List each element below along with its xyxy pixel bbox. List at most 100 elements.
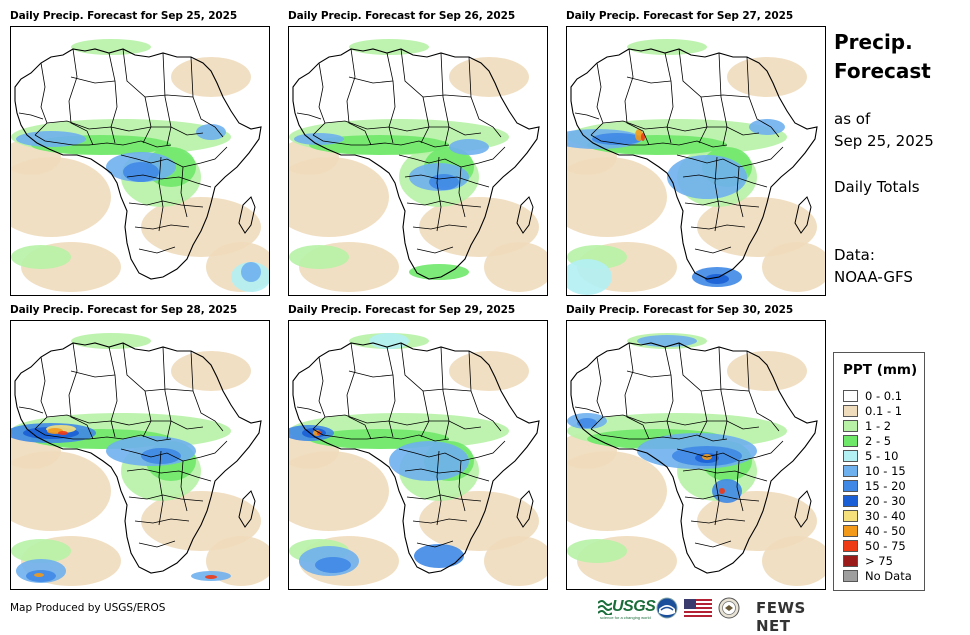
- precip-1-2-zone: [627, 39, 707, 55]
- data-source-label: Data:: [834, 246, 875, 264]
- precip-0.1-1-zone: [762, 536, 825, 586]
- precip-0.1-1-zone: [449, 351, 529, 391]
- precip-1-2-zone: [349, 39, 429, 55]
- country-border: [736, 460, 744, 512]
- precip-15-20-zone: [712, 479, 742, 503]
- precip-0.1-1-zone: [727, 57, 807, 97]
- usgs-wordmark: USGS: [612, 598, 656, 615]
- madagascar-outline: [238, 490, 256, 528]
- precip-0.1-1-zone: [697, 491, 817, 551]
- precip-10-15-zone: [16, 131, 86, 147]
- country-border: [108, 346, 118, 438]
- precip-map: [566, 320, 826, 590]
- precip-0.1-1-zone: [11, 157, 111, 237]
- country-border: [34, 134, 172, 148]
- legend-label: No Data: [865, 569, 912, 583]
- country-border: [312, 428, 450, 442]
- legend-swatch: [843, 495, 858, 507]
- country-border: [412, 518, 468, 524]
- country-border: [626, 370, 672, 378]
- africa-coastline: [570, 342, 818, 574]
- daily-totals-text: Daily Totals: [834, 178, 920, 196]
- legend-label: 10 - 15: [865, 464, 906, 478]
- panel-title: Daily Precip. Forecast for Sep 26, 2025: [288, 10, 516, 22]
- precip-1-2-zone: [11, 245, 71, 269]
- legend-swatch: [843, 465, 858, 477]
- legend-swatch: [843, 525, 858, 537]
- madagascar-outline: [794, 490, 812, 528]
- country-border: [134, 518, 190, 524]
- precip-0.1-1-zone: [762, 242, 825, 292]
- legend-label: 30 - 40: [865, 509, 906, 523]
- africa-coastline: [14, 342, 262, 574]
- country-border: [68, 48, 94, 146]
- country-border: [386, 52, 396, 144]
- country-border: [746, 56, 780, 138]
- country-border: [312, 62, 326, 136]
- country-border: [162, 52, 172, 146]
- precip-15-20-zone: [414, 544, 464, 568]
- country-border: [120, 440, 228, 462]
- side-title-line2: Forecast: [834, 59, 931, 83]
- country-border: [398, 146, 506, 168]
- country-border: [694, 246, 732, 254]
- precip-1-2-zone: [11, 539, 71, 563]
- precip-1-2-zone: [71, 333, 151, 349]
- side-title: Precip. Forecast: [834, 28, 931, 86]
- country-border: [70, 76, 116, 84]
- panel-title: Daily Precip. Forecast for Sep 25, 2025: [10, 10, 238, 22]
- country-border: [682, 468, 768, 482]
- country-border: [158, 156, 164, 232]
- legend-label: 15 - 20: [865, 479, 906, 493]
- africa-coastline: [570, 48, 818, 280]
- country-border: [574, 112, 600, 120]
- precip-10-15-zone: [637, 335, 697, 347]
- legend-swatch: [843, 420, 858, 432]
- usgs-logo-icon: [598, 600, 612, 615]
- country-border: [412, 224, 468, 230]
- country-border: [684, 494, 760, 502]
- fews-net-wordmark: FEWS NET: [756, 599, 806, 635]
- panel-title: Daily Precip. Forecast for Sep 29, 2025: [288, 304, 516, 316]
- precip-10-15-zone: [389, 441, 469, 481]
- precip-map: [10, 320, 270, 590]
- precip-50-75-zone: [641, 133, 645, 141]
- country-border: [626, 76, 672, 84]
- legend-swatch: [843, 435, 858, 447]
- country-border: [590, 62, 604, 136]
- madagascar-outline: [238, 196, 256, 234]
- country-border: [68, 342, 94, 440]
- precip-50-75-zone: [719, 488, 725, 494]
- legend-label: 50 - 75: [865, 539, 906, 553]
- country-border: [714, 156, 720, 232]
- precip-map: [288, 26, 548, 296]
- country-border: [70, 370, 116, 378]
- country-border: [440, 346, 450, 440]
- country-border: [324, 120, 482, 136]
- legend-label: 20 - 30: [865, 494, 906, 508]
- country-border: [108, 52, 118, 144]
- country-border: [34, 62, 48, 136]
- precip-0.1-1-zone: [141, 491, 261, 551]
- country-border: [590, 428, 728, 442]
- precip-40-50-zone: [635, 129, 643, 141]
- precip-1-2-zone: [71, 39, 151, 55]
- country-border: [422, 94, 472, 98]
- country-border: [458, 460, 466, 512]
- country-border: [404, 468, 490, 482]
- precip-15-20-zone: [315, 557, 351, 573]
- precip-0.1-1-zone: [419, 197, 539, 257]
- precip-2-5-zone: [309, 135, 449, 155]
- country-border: [590, 134, 728, 148]
- legend-label: 1 - 2: [865, 419, 892, 433]
- country-border: [398, 440, 506, 462]
- country-border: [180, 460, 188, 512]
- country-border: [128, 494, 204, 502]
- country-border: [46, 414, 204, 430]
- precip-0.1-1-zone: [419, 491, 539, 551]
- country-border: [324, 414, 482, 430]
- africa-coastline: [292, 48, 540, 280]
- usgs-tagline: science for a changing world: [600, 615, 651, 620]
- precip-0.1-1-zone: [449, 57, 529, 97]
